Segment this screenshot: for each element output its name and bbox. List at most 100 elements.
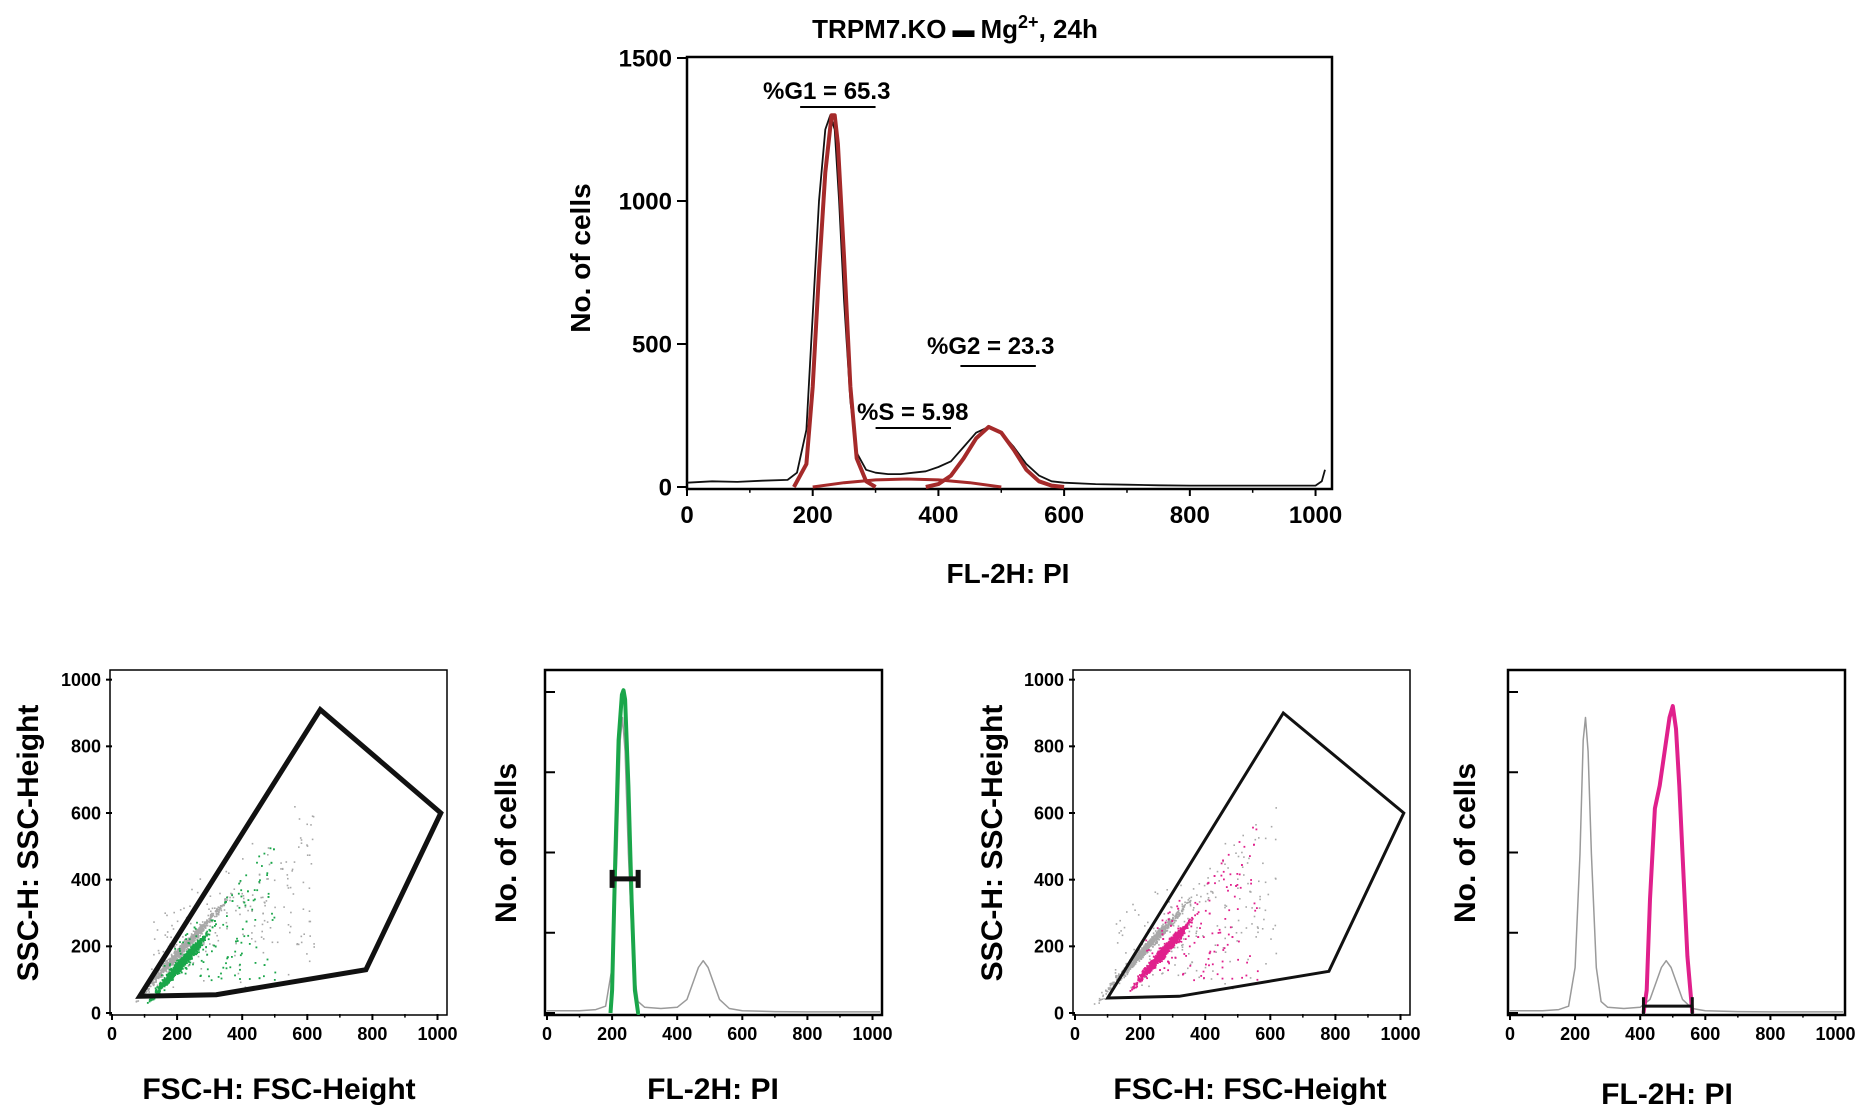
scatter-point-gated	[202, 948, 205, 951]
scatter-point-background	[170, 961, 172, 963]
scatter-point-gated	[182, 957, 185, 959]
scatter-point-background	[1179, 912, 1182, 915]
scatter-point-background	[1229, 960, 1231, 963]
scatter-point-gated	[1221, 977, 1224, 980]
scatter-point-gated	[1181, 934, 1184, 936]
scatter-point-gated	[215, 923, 217, 926]
scatter-point-background	[1195, 969, 1198, 972]
scatter-point-gated	[1229, 873, 1232, 876]
x-tick-label: 800	[357, 1024, 387, 1044]
scatter-point-background	[214, 915, 216, 918]
scatter-point-gated	[169, 968, 172, 971]
scatter-point-background	[1137, 951, 1140, 953]
scatter-point-gated	[173, 975, 176, 977]
scatter-point-background	[156, 975, 158, 977]
scatter-point-background	[1162, 928, 1164, 930]
scatter-point-gated	[205, 946, 207, 948]
x-tick-label: 400	[662, 1024, 692, 1044]
gate-marker	[609, 869, 641, 888]
scatter-point-background	[1214, 896, 1217, 899]
scatter-point-background	[1253, 915, 1256, 918]
scatter-point-background	[169, 957, 171, 960]
scatter-point-background	[177, 948, 179, 951]
scatter-point-background	[184, 938, 186, 941]
scatter-point-background	[201, 921, 204, 923]
scatter-point-background	[164, 962, 166, 965]
scatter-point-background	[1198, 883, 1201, 885]
scatter-point-background	[155, 975, 157, 977]
scatter-point-background	[1251, 923, 1253, 925]
scatter-point-background	[161, 970, 164, 972]
scatter-point-background	[1160, 927, 1163, 929]
scatter-point-gated	[1225, 886, 1228, 888]
scatter-point-background	[1142, 952, 1144, 954]
scatter-point-background	[1188, 897, 1191, 900]
scatter-point-gated	[198, 951, 200, 954]
scatter-point-background	[220, 909, 223, 912]
scatter-point-background	[1270, 825, 1273, 828]
scatter-point-background	[313, 943, 315, 945]
scatter-point-gated	[1173, 941, 1176, 943]
scatter-point-background	[209, 914, 212, 916]
scatter-point-background	[1162, 926, 1164, 928]
scatter-point-background	[1224, 951, 1227, 953]
scatter-point-gated	[1166, 951, 1169, 953]
scatter-point-gated	[1228, 909, 1231, 912]
scatter-point-gated	[190, 948, 192, 951]
scatter-point-gated	[178, 948, 181, 950]
scatter-point-background	[200, 931, 203, 934]
scatter-point-background	[216, 907, 218, 910]
scatter-point-gated	[1249, 855, 1251, 857]
scatter-point-gated	[1156, 952, 1159, 955]
scatter-point-gated	[166, 984, 168, 986]
scatter-point-background	[1274, 924, 1277, 927]
scatter-point-background	[310, 824, 312, 826]
scatter-point-gated	[254, 962, 257, 964]
scatter-point-background	[209, 921, 211, 924]
scatter-point-background	[180, 947, 182, 950]
scatter-point-background	[1176, 917, 1179, 919]
scatter-point-background	[1157, 934, 1160, 937]
scatter-point-background	[260, 896, 262, 899]
scatter-point-gated	[256, 861, 258, 864]
scatter-point-background	[293, 861, 296, 863]
scatter-point-background	[1177, 909, 1180, 912]
scatter-point-background	[1165, 927, 1167, 929]
title-ion: Mg	[981, 14, 1019, 44]
scatter-point-gated	[178, 972, 181, 975]
scatter-point-gated	[193, 954, 195, 957]
x-tick-label: 600	[727, 1024, 757, 1044]
scatter-point-background	[291, 868, 294, 871]
scatter-point-gated	[1164, 955, 1167, 958]
scatter-point-background	[1119, 979, 1122, 981]
scatter-point-background	[1222, 947, 1225, 949]
scatter-point-gated	[185, 938, 187, 940]
scatter-point-background	[1134, 909, 1136, 911]
scatter-point-gated	[188, 950, 190, 953]
scatter-point-gated	[226, 915, 228, 917]
scatter-point-gated	[160, 986, 163, 989]
scatter-point-background	[1166, 930, 1169, 932]
scatter-point-background	[1224, 906, 1226, 909]
scatter-point-background	[237, 972, 240, 975]
scatter-point-background	[1152, 940, 1154, 942]
scatter-point-gated	[1148, 967, 1151, 970]
scatter-point-gated	[1211, 963, 1214, 966]
scatter-point-background	[189, 944, 191, 947]
scatter-point-background	[207, 914, 210, 917]
scatter-point-gated	[186, 957, 189, 960]
scatter-point-gated	[1137, 976, 1140, 979]
scatter-point-background	[1149, 938, 1152, 941]
scatter-point-background	[191, 939, 194, 942]
scatter-point-gated	[175, 962, 178, 965]
scatter-point-background	[176, 950, 179, 953]
scatter-point-background	[1181, 905, 1184, 908]
scatter-point-gated	[188, 949, 191, 951]
scatter-point-background	[172, 986, 175, 988]
scatter-point-background	[1189, 901, 1191, 903]
scatter-point-gated	[175, 972, 178, 975]
scatter-point-background	[1188, 924, 1190, 926]
scatter-point-gated	[161, 984, 164, 987]
scatter-point-gated	[1143, 972, 1146, 975]
